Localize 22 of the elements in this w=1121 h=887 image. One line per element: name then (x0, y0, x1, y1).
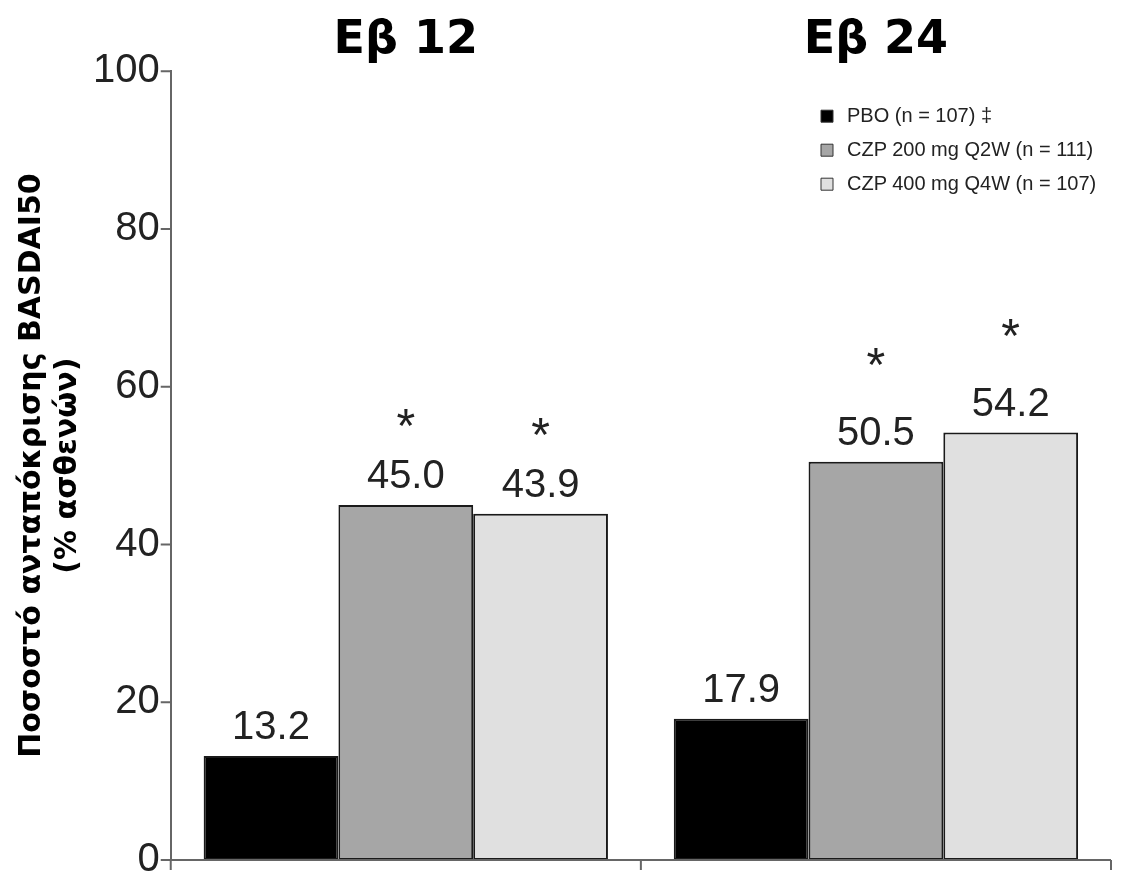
data-label: 50.5 (837, 408, 915, 453)
y-axis-title: Ποσοστό ανταπόκρισης BASDAI50 (% ασθενών) (11, 173, 83, 758)
y-tick-label: 20 (115, 677, 160, 722)
y-tick-label: 60 (115, 361, 160, 406)
data-label: 45.0 (366, 452, 445, 497)
annotation: * (1001, 308, 1021, 362)
x-tick-label: Εβ 24 (803, 9, 949, 64)
y-tick-label: 100 (92, 46, 160, 91)
data-label: 13.2 (232, 702, 310, 747)
y-tick-label: 80 (115, 203, 160, 248)
annotation: * (396, 399, 416, 453)
legend-label: CZP 200 mg Q2W (n = 111) (847, 137, 1094, 160)
annotation: * (866, 337, 886, 391)
y-tick-label: 0 (137, 835, 160, 880)
x-tick-label: Εβ 12 (333, 9, 478, 64)
data-label: 43.9 (501, 460, 580, 505)
data-label: 54.2 (971, 379, 1050, 424)
legend-label: CZP 400 mg Q4W (n = 107) (847, 171, 1097, 194)
legend-label: PBO (n = 107) ‡ (847, 103, 993, 126)
y-tick-label: 40 (115, 519, 160, 564)
data-label: 17.9 (702, 665, 781, 710)
annotation: * (531, 407, 550, 461)
